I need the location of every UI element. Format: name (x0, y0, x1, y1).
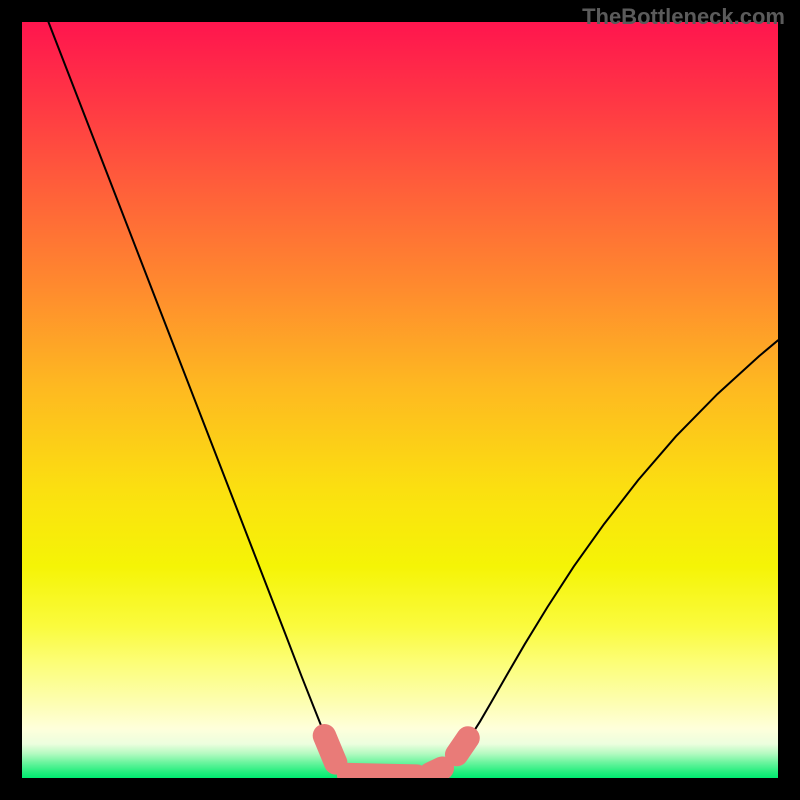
nodule-segment (349, 775, 417, 777)
chart-overlay-svg (22, 22, 778, 778)
nodule-segment (430, 768, 442, 774)
nodule-cluster (324, 736, 468, 776)
chart-frame: TheBottleneck.com (0, 0, 800, 800)
nodule-segment (324, 736, 335, 763)
bottleneck-curve (48, 22, 778, 778)
watermark-text: TheBottleneck.com (582, 4, 785, 30)
plot-area (22, 22, 778, 778)
nodule-segment (457, 738, 468, 755)
